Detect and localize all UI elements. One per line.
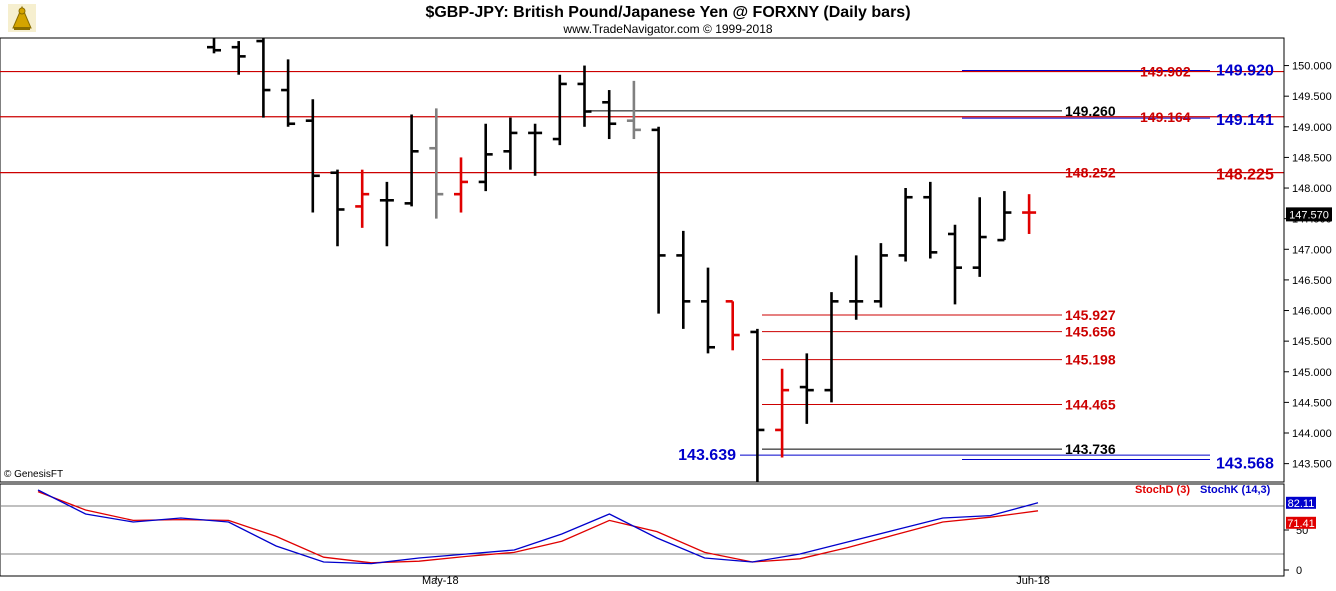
svg-text:82.11: 82.11: [1288, 498, 1315, 510]
price-tick-label: 148.500: [1292, 152, 1332, 164]
ohlc-bar: [429, 108, 444, 219]
ohlc-bar: [725, 300, 740, 351]
price-tick-label: 143.500: [1292, 459, 1332, 471]
stoch-k-line: [37, 489, 1039, 565]
ohlc-bar: [849, 255, 864, 320]
last-price-tag: 147.570: [1286, 207, 1332, 222]
ohlc-bar: [676, 230, 691, 329]
ohlc-bar: [602, 90, 617, 140]
price-tick-label: 149.000: [1292, 122, 1332, 134]
level-label: 148.252: [1065, 165, 1116, 181]
ohlc-bar: [972, 197, 987, 277]
ohlc-bar: [231, 41, 246, 75]
level-label: 143.639: [678, 447, 736, 464]
svg-text:147.570: 147.570: [1289, 209, 1329, 221]
ohlc-bar: [404, 114, 419, 207]
level-label: 145.927: [1065, 307, 1116, 323]
ohlc-bar: [701, 267, 715, 354]
price-tick-label: 145.500: [1292, 336, 1332, 348]
level-label: 149.164: [1140, 109, 1191, 125]
price-tick-label: 146.500: [1292, 275, 1332, 287]
ohlc-bar: [997, 191, 1012, 242]
ohlc-bar: [552, 74, 567, 146]
ohlc-bar: [503, 117, 518, 170]
price-tick-label: 150.000: [1292, 61, 1332, 73]
price-bars: [207, 38, 1037, 482]
time-tick-label: Jun-18: [1016, 575, 1050, 587]
ohlc-bar: [305, 99, 320, 213]
price-axis[interactable]: [1284, 38, 1336, 482]
ohlc-bar: [824, 292, 839, 403]
price-level-labels: 149.902 149.920 149.260 149.164 149.141 148.2…: [678, 62, 1274, 472]
stochastic-lines: [37, 489, 1039, 565]
ohlc-bar: [281, 59, 296, 127]
svg-text:71.41: 71.41: [1287, 518, 1315, 530]
ohlc-bar: [330, 169, 345, 247]
ohlc-bar: [898, 188, 913, 262]
stoch-k-last-tag: 82.11: [1286, 496, 1316, 510]
logo-icon: [8, 4, 36, 32]
level-label: 149.260: [1065, 103, 1116, 119]
ohlc-bar: [207, 38, 221, 54]
ohlc-bar: [528, 123, 543, 176]
level-label: 149.920: [1216, 62, 1274, 79]
price-tick-label: 147.000: [1292, 244, 1332, 256]
price-tick-label: 148.000: [1292, 183, 1332, 195]
ohlc-bar: [478, 123, 493, 192]
level-label: 148.225: [1216, 166, 1274, 183]
chart-title: $GBP-JPY: British Pound/Japanese Yen @ F…: [425, 4, 910, 21]
ohlc-bar: [379, 181, 394, 247]
stochastic-axis-ticks: 500: [1284, 525, 1308, 577]
price-tick-label: 146.000: [1292, 306, 1332, 318]
ohlc-bar: [750, 328, 765, 482]
level-label: 145.198: [1065, 352, 1116, 368]
ohlc-bar: [799, 353, 814, 424]
level-label: 149.141: [1216, 112, 1274, 129]
stochastic-reference-lines: [0, 505, 1284, 555]
level-label: 144.465: [1065, 397, 1116, 413]
legend-stoch-k: StochK (14,3): [1200, 484, 1271, 496]
ohlc-bar: [256, 38, 271, 118]
price-panel: [0, 37, 1285, 483]
level-label: 149.902: [1140, 64, 1191, 80]
chart-subtitle: www.TradeNavigator.com © 1999-2018: [562, 22, 772, 36]
ohlc-bar: [626, 80, 641, 140]
legend-stoch-d: StochD (3): [1135, 484, 1190, 496]
ohlc-bar: [577, 65, 592, 127]
ohlc-bar: [948, 224, 962, 305]
price-levels: [0, 69, 1284, 460]
ohlc-bar: [454, 157, 468, 213]
price-tick-label: 145.000: [1292, 367, 1332, 379]
ohlc-bar: [923, 181, 938, 259]
level-label: 143.568: [1216, 455, 1274, 472]
ohlc-bar: [775, 368, 790, 458]
ohlc-bar: [873, 243, 888, 308]
credit-label: © GenesisFT: [4, 469, 63, 480]
price-tick-label: 149.500: [1292, 91, 1332, 103]
price-tick-label: 144.500: [1292, 397, 1332, 409]
ohlc-bar: [355, 169, 370, 228]
level-label: 143.736: [1065, 441, 1116, 457]
level-label: 145.656: [1065, 324, 1116, 340]
ohlc-bar: [651, 126, 666, 314]
price-tick-label: 144.000: [1292, 428, 1332, 440]
stoch-tick-label: 0: [1296, 565, 1302, 577]
time-axis: May-18 Jun-18: [422, 575, 1050, 587]
stoch-d-last-tag: 71.41: [1286, 516, 1316, 530]
time-tick-label: May-18: [422, 575, 459, 587]
ohlc-bar: [1022, 194, 1037, 234]
